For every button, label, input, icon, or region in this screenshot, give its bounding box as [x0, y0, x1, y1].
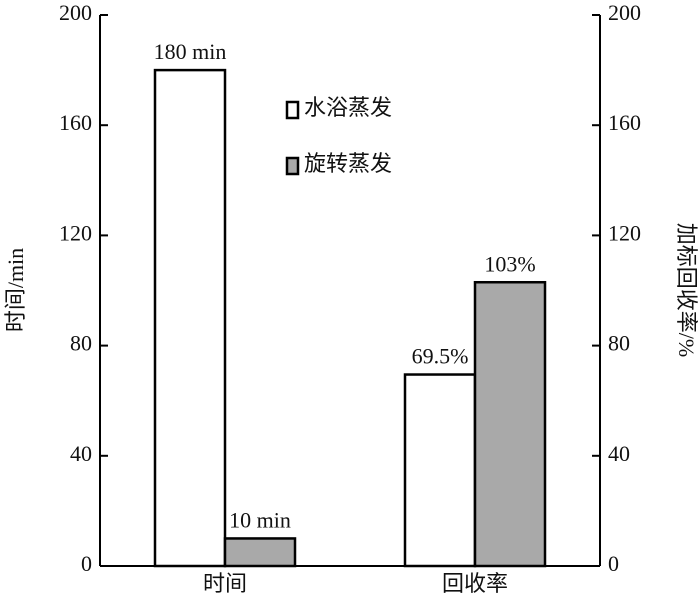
y2-tick-label: 80: [608, 331, 630, 356]
y2-tick-label: 40: [608, 441, 630, 466]
value-label: 180 min: [154, 39, 227, 64]
bar: [153, 68, 227, 568]
y-tick-label: 80: [70, 331, 92, 356]
legend-label: 水浴蒸发: [304, 95, 392, 120]
bar: [223, 537, 297, 568]
y-tick-label: 200: [59, 0, 92, 25]
legend-swatch: [285, 156, 300, 176]
legend-swatch: [285, 100, 300, 120]
y-tick-label: 160: [59, 110, 92, 135]
x-tick-label: 回收率: [442, 571, 508, 596]
y2-axis-title: 加标回收率/%: [674, 223, 699, 357]
value-label: 10 min: [229, 507, 291, 532]
y2-tick-label: 200: [608, 0, 641, 25]
value-label: 103%: [484, 251, 535, 276]
y2-tick-label: 0: [608, 551, 619, 576]
x-tick-label: 时间: [203, 571, 247, 596]
bar: [403, 373, 477, 568]
y-axis-title: 时间/min: [3, 248, 28, 332]
y-tick-label: 40: [70, 441, 92, 466]
legend-label: 旋转蒸发: [304, 151, 392, 176]
y-tick-label: 120: [59, 220, 92, 245]
value-label: 69.5%: [412, 344, 469, 369]
y-tick-label: 0: [81, 551, 92, 576]
y2-tick-label: 160: [608, 110, 641, 135]
bar: [473, 280, 547, 568]
y2-tick-label: 120: [608, 220, 641, 245]
